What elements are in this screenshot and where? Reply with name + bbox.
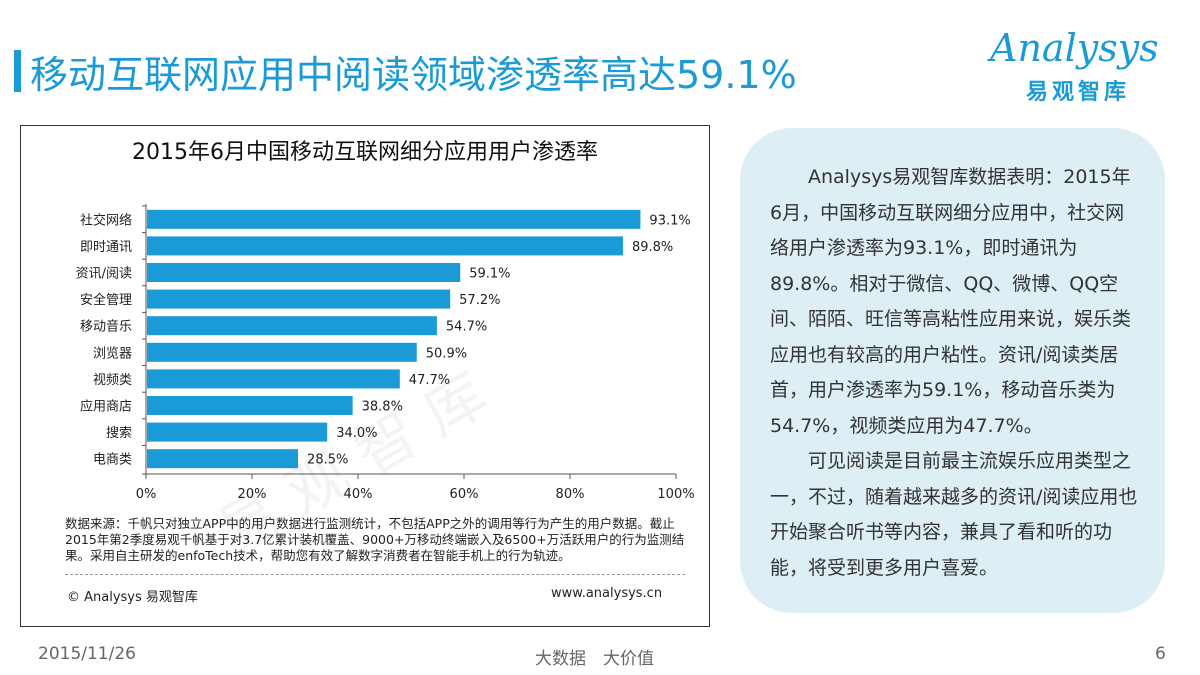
data-label: 57.2% — [459, 293, 500, 308]
summary-panel: Analysys易观智库数据表明：2015年6月，中国移动互联网细分应用中，社交… — [740, 128, 1165, 613]
bar — [147, 449, 299, 469]
data-label: 38.8% — [362, 400, 403, 415]
chart-website: www.analysys.cn — [551, 586, 663, 601]
bar — [147, 342, 417, 362]
bar — [147, 369, 400, 389]
category-label: 即时通讯 — [80, 240, 132, 255]
x-tick-label: 60% — [450, 487, 479, 502]
data-label: 93.1% — [649, 213, 690, 228]
bar — [147, 316, 437, 336]
page-title: 移动互联网应用中阅读领域渗透率高达59.1% — [30, 53, 797, 97]
title-accent-bar — [14, 50, 21, 92]
category-label: 搜索 — [106, 426, 132, 441]
x-tick-label: 40% — [344, 487, 373, 502]
category-label: 电商类 — [93, 453, 132, 468]
page-number: 6 — [1155, 644, 1166, 664]
x-tick-label: 80% — [556, 487, 585, 502]
bar — [147, 236, 623, 256]
bar — [147, 396, 353, 415]
data-label: 28.5% — [307, 453, 348, 468]
category-label: 浏览器 — [93, 345, 132, 361]
chart-container: 2015年6月中国移动互联网细分应用用户渗透率 易 观 智 库 社交网络 93.1… — [20, 125, 710, 627]
data-label: 54.7% — [446, 320, 487, 335]
bar — [147, 289, 451, 309]
summary-paragraph-1: Analysys易观智库数据表明：2015年6月，中国移动互联网细分应用中，社交… — [770, 166, 1132, 437]
summary-paragraph-2: 可见阅读是目前最主流娱乐应用类型之一，不过，随着越来越多的资讯/阅读应用也开始聚… — [770, 450, 1138, 579]
footer-date: 2015/11/26 — [38, 644, 136, 664]
category-label: 移动音乐 — [80, 319, 132, 335]
logo-wordmark: Analysys — [990, 26, 1159, 70]
category-label: 资讯/阅读 — [76, 267, 132, 282]
bar — [147, 263, 461, 282]
bar — [147, 422, 328, 442]
category-label: 安全管理 — [80, 292, 132, 308]
chart-title: 2015年6月中国移动互联网细分应用用户渗透率 — [132, 140, 598, 165]
data-label: 47.7% — [409, 373, 450, 388]
summary-text: Analysys易观智库数据表明：2015年6月，中国移动互联网细分应用中，社交… — [770, 160, 1142, 586]
x-tick-label: 100% — [657, 487, 694, 502]
footer-slogan: 大数据 大价值 — [535, 649, 654, 669]
data-label: 59.1% — [469, 267, 510, 282]
data-label: 34.0% — [336, 426, 377, 441]
chart-source-note: 数据来源：千帆只对独立APP中的用户数据进行监测统计，不包括APP之外的调用等行… — [65, 516, 685, 563]
logo-subtitle: 易观智库 — [1026, 80, 1131, 105]
category-label: 应用商店 — [80, 399, 132, 415]
analysys-logo: Analysys 易观智库 — [990, 26, 1170, 106]
x-tick-label: 20% — [238, 487, 267, 502]
x-tick-label: 0% — [136, 487, 157, 502]
category-label: 视频类 — [93, 373, 132, 388]
data-label: 89.8% — [632, 240, 673, 255]
chart-copyright: © Analysys 易观智库 — [67, 590, 198, 605]
category-label: 社交网络 — [80, 212, 132, 228]
bar-chart: 社交网络 93.1% 即时通讯 89.8% 资讯/阅读 59.1% 安全管理 57.2% 移动音… — [76, 204, 695, 502]
note-divider — [65, 574, 685, 575]
bar — [147, 209, 641, 229]
data-label: 50.9% — [426, 346, 467, 361]
